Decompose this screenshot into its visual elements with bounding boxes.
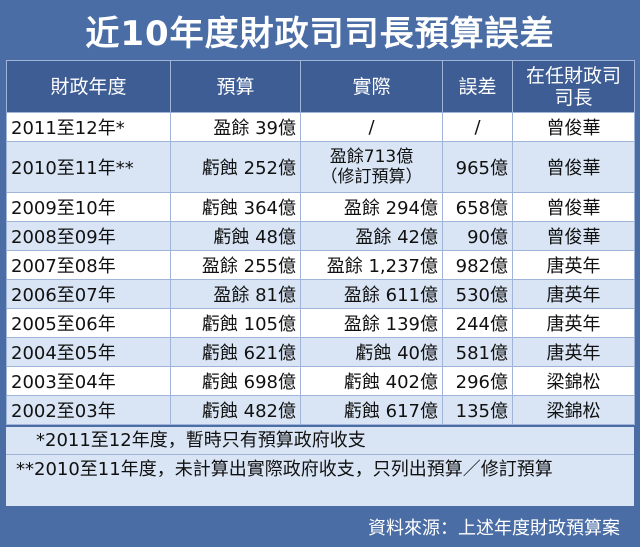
budget-table: 財政年度 預算 實際 誤差 在任財政司 司長 2011至12年* 盈餘 39億 / /… [6, 60, 635, 425]
header-actual: 實際 [300, 60, 443, 113]
actual-cell: 盈餘 42億 [300, 221, 443, 251]
year-cell: 2009至10年 [6, 192, 171, 222]
table-row: 2005至06年 虧蝕 105億 盈餘 139億 244億 唐英年 [6, 308, 635, 338]
actual-cell: 盈餘713億 （修訂預算） [300, 141, 443, 193]
footnote-1: *2011至12年度，暫時只有預算政府收支 [6, 427, 634, 455]
diff-cell: 244億 [442, 308, 513, 338]
diff-cell: / [442, 112, 513, 142]
budget-cell: 虧蝕 105億 [170, 308, 301, 338]
year-cell: 2010至11年** [6, 141, 171, 193]
budget-cell: 虧蝕 252億 [170, 141, 301, 193]
official-cell: 唐英年 [512, 308, 635, 338]
table-row: 2011至12年* 盈餘 39億 / / 曾俊華 [6, 112, 635, 142]
actual-cell: 盈餘 1,237億 [300, 250, 443, 280]
year-cell: 2006至07年 [6, 279, 171, 309]
table-row: 2002至03年 虧蝕 482億 虧蝕 617億 135億 梁錦松 [6, 395, 635, 425]
official-cell: 曾俊華 [512, 112, 635, 142]
table-row: 2007至08年 盈餘 255億 盈餘 1,237億 982億 唐英年 [6, 250, 635, 280]
year-cell: 2008至09年 [6, 221, 171, 251]
diff-cell: 296億 [442, 366, 513, 396]
table-row: 2004至05年 虧蝕 621億 虧蝕 40億 581億 唐英年 [6, 337, 635, 367]
footnote-2: **2010至11年度，未計算出實際政府收支，只列出預算／修訂預算 [16, 459, 553, 480]
header-budget: 預算 [170, 60, 301, 113]
budget-cell: 虧蝕 364億 [170, 192, 301, 222]
diff-cell: 581億 [442, 337, 513, 367]
actual-cell: 虧蝕 40億 [300, 337, 443, 367]
budget-cell: 盈餘 255億 [170, 250, 301, 280]
actual-cell: 虧蝕 617億 [300, 395, 443, 425]
official-cell: 唐英年 [512, 337, 635, 367]
actual-cell: 盈餘 294億 [300, 192, 443, 222]
budget-cell: 虧蝕 482億 [170, 395, 301, 425]
year-cell: 2005至06年 [6, 308, 171, 338]
budget-cell: 虧蝕 698億 [170, 366, 301, 396]
official-cell: 唐英年 [512, 279, 635, 309]
official-cell: 曾俊華 [512, 221, 635, 251]
header-official-line1: 在任財政司 [525, 64, 621, 87]
header-official-line2: 司長 [554, 86, 593, 109]
actual-cell: / [300, 112, 443, 142]
budget-cell: 虧蝕 48億 [170, 221, 301, 251]
budget-cell: 盈餘 81億 [170, 279, 301, 309]
diff-cell: 982億 [442, 250, 513, 280]
year-cell: 2004至05年 [6, 337, 171, 367]
year-cell: 2003至04年 [6, 366, 171, 396]
official-cell: 唐英年 [512, 250, 635, 280]
table-row: 2006至07年 盈餘 81億 盈餘 611億 530億 唐英年 [6, 279, 635, 309]
table-header-row: 財政年度 預算 實際 誤差 在任財政司 司長 [6, 60, 635, 113]
table-row: 2003至04年 虧蝕 698億 虧蝕 402億 296億 梁錦松 [6, 366, 635, 396]
budget-cell: 虧蝕 621億 [170, 337, 301, 367]
official-cell: 曾俊華 [512, 192, 635, 222]
actual-note: （修訂預算） [320, 167, 423, 187]
table-row: 2010至11年** 虧蝕 252億 盈餘713億 （修訂預算） 965億 曾俊華 [6, 141, 635, 193]
year-cell: 2002至03年 [6, 395, 171, 425]
actual-cell: 虧蝕 402億 [300, 366, 443, 396]
diff-cell: 965億 [442, 141, 513, 193]
diff-cell: 135億 [442, 395, 513, 425]
source-line: 資料來源：上述年度財政預算案 [6, 506, 634, 547]
official-cell: 梁錦松 [512, 395, 635, 425]
actual-cell: 盈餘 139億 [300, 308, 443, 338]
actual-cell: 盈餘 611億 [300, 279, 443, 309]
diff-cell: 658億 [442, 192, 513, 222]
page-title: 近10年度財政司司長預算誤差 [85, 13, 555, 54]
table-row: 2009至10年 虧蝕 364億 盈餘 294億 658億 曾俊華 [6, 192, 635, 222]
diff-cell: 530億 [442, 279, 513, 309]
official-cell: 梁錦松 [512, 366, 635, 396]
budget-cell: 盈餘 39億 [170, 112, 301, 142]
header-official: 在任財政司 司長 [512, 60, 635, 113]
year-cell: 2007至08年 [6, 250, 171, 280]
table-row: 2008至09年 虧蝕 48億 盈餘 42億 90億 曾俊華 [6, 221, 635, 251]
diff-cell: 90億 [442, 221, 513, 251]
actual-value: 盈餘713億 [329, 147, 414, 167]
official-cell: 曾俊華 [512, 141, 635, 193]
header-diff: 誤差 [442, 60, 513, 113]
year-cell: 2011至12年* [6, 112, 171, 142]
header-year: 財政年度 [6, 60, 171, 113]
